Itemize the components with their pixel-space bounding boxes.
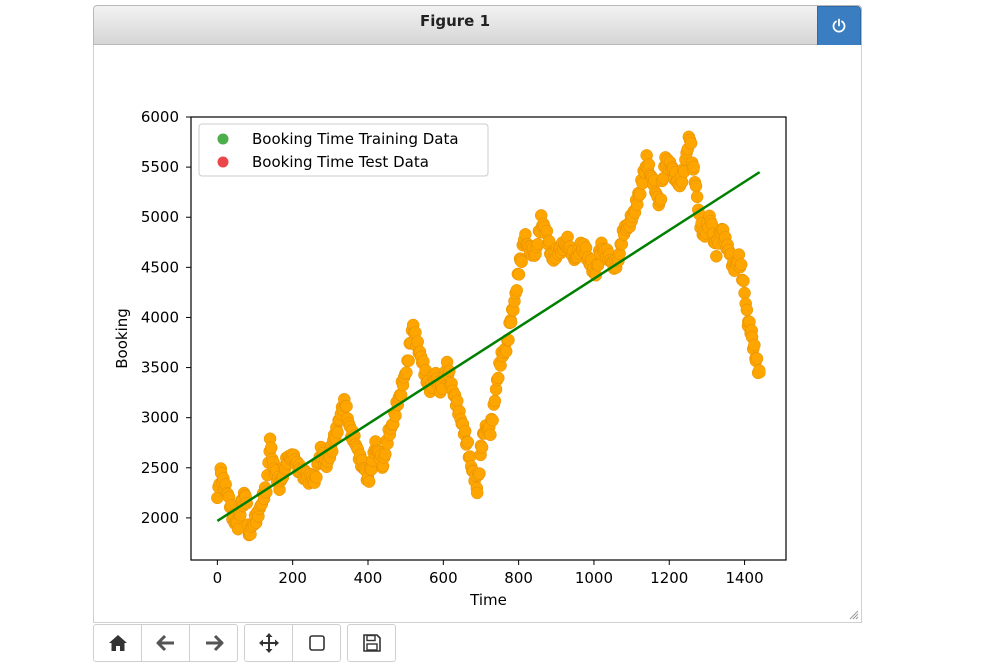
x-tick-label: 600 — [429, 569, 458, 587]
scatter-point — [510, 284, 523, 297]
figure-title: Figure 1 — [419, 12, 491, 30]
plot-frame — [190, 116, 787, 561]
figure-canvas[interactable]: 0 200 400 600 800 1000 1200 1400 2000 2500 3000 350… — [93, 45, 862, 623]
x-tick-label: 1400 — [725, 569, 763, 587]
chart: 0 200 400 600 800 1000 1200 1400 2000 2500 3000 350… — [113, 108, 859, 620]
scatter-point — [400, 366, 413, 379]
y-tick-label: 3000 — [141, 409, 179, 427]
x-axis-label: Time — [469, 591, 507, 609]
scatter-point — [473, 467, 486, 480]
scatter-point — [642, 158, 656, 171]
y-tick-label: 3500 — [141, 359, 179, 377]
scatter-point — [475, 441, 489, 454]
home-icon — [108, 635, 127, 651]
scatter-point — [484, 428, 497, 442]
x-tick-label: 800 — [504, 569, 533, 587]
scatter-point — [461, 435, 475, 449]
scatter-point — [362, 475, 376, 488]
arrow-right-icon — [205, 634, 223, 652]
figure-window: Figure 1 0 200 400 600 800 1000 1200 1400 2000 25… — [93, 5, 862, 623]
save-icon — [362, 634, 381, 652]
scatter-point — [458, 424, 472, 438]
nav-button-group — [93, 624, 238, 662]
power-icon — [832, 18, 846, 33]
arrow-left-icon — [156, 634, 174, 652]
x-tick-label: 1000 — [575, 569, 613, 587]
plot-data — [211, 130, 766, 542]
x-tick-label: 400 — [354, 569, 383, 587]
scatter-point — [634, 187, 647, 201]
move-icon — [258, 633, 279, 653]
scatter-point — [379, 447, 392, 461]
scatter-point — [710, 250, 723, 263]
legend-label: Booking Time Training Data — [252, 130, 459, 148]
save-button-group — [347, 624, 396, 662]
back-button[interactable] — [141, 625, 189, 661]
scatter-point — [689, 179, 703, 193]
scatter-point — [512, 268, 526, 281]
tool-button-group — [244, 624, 341, 662]
scatter-point — [734, 258, 748, 271]
zoom-rect-button[interactable] — [292, 625, 340, 661]
scatter-point — [331, 426, 344, 439]
scatter-point — [748, 338, 761, 352]
y-tick-label: 6000 — [141, 108, 179, 126]
save-button[interactable] — [348, 625, 395, 661]
y-tick-label: 5000 — [141, 208, 179, 226]
legend-box — [198, 123, 489, 177]
scatter-point — [750, 352, 764, 365]
y-tick-label: 2500 — [141, 459, 179, 477]
scatter-point — [740, 303, 754, 317]
scatter-point — [738, 286, 751, 300]
x-tick-label: 0 — [213, 569, 223, 587]
trend-line — [216, 171, 761, 522]
scatter-point — [310, 471, 323, 484]
scatter-point — [654, 192, 668, 206]
title-bar[interactable]: Figure 1 — [93, 5, 862, 46]
scatter-point — [488, 394, 502, 408]
scatter-point — [687, 160, 700, 174]
scatter-point — [684, 137, 698, 150]
scatter-point — [389, 409, 402, 422]
scatter-point — [737, 274, 750, 288]
scatter-point — [492, 371, 505, 385]
scatter-point — [690, 190, 704, 204]
scatter-point — [499, 345, 513, 358]
resize-grip-icon[interactable] — [849, 610, 859, 620]
legend-marker — [217, 133, 229, 145]
close-button[interactable] — [817, 6, 861, 46]
forward-button[interactable] — [189, 625, 237, 661]
scatter-point — [675, 175, 689, 189]
scatter-point — [264, 441, 278, 454]
square-icon — [308, 635, 325, 651]
y-tick-label: 2000 — [141, 509, 179, 527]
y-tick-label: 4500 — [141, 258, 179, 276]
scatter-point — [450, 394, 464, 408]
home-button[interactable] — [94, 625, 141, 661]
scatter-point — [402, 354, 415, 367]
legend: Booking Time Training Data Booking Time T… — [198, 123, 489, 177]
legend-marker — [217, 156, 229, 168]
x-tick-label: 1200 — [650, 569, 688, 587]
scatter-point — [753, 366, 766, 379]
pan-button[interactable] — [245, 625, 292, 661]
scatter-point — [515, 255, 528, 269]
x-tick-label: 200 — [278, 569, 307, 587]
scatter-point — [504, 316, 518, 329]
scatter-point — [486, 414, 499, 427]
legend-label: Booking Time Test Data — [252, 153, 429, 171]
scatter-point — [340, 399, 353, 413]
y-tick-label: 5500 — [141, 158, 179, 176]
y-tick-label: 4000 — [141, 308, 179, 326]
scatter-point — [470, 486, 484, 500]
y-axis-label: Booking — [113, 308, 131, 369]
